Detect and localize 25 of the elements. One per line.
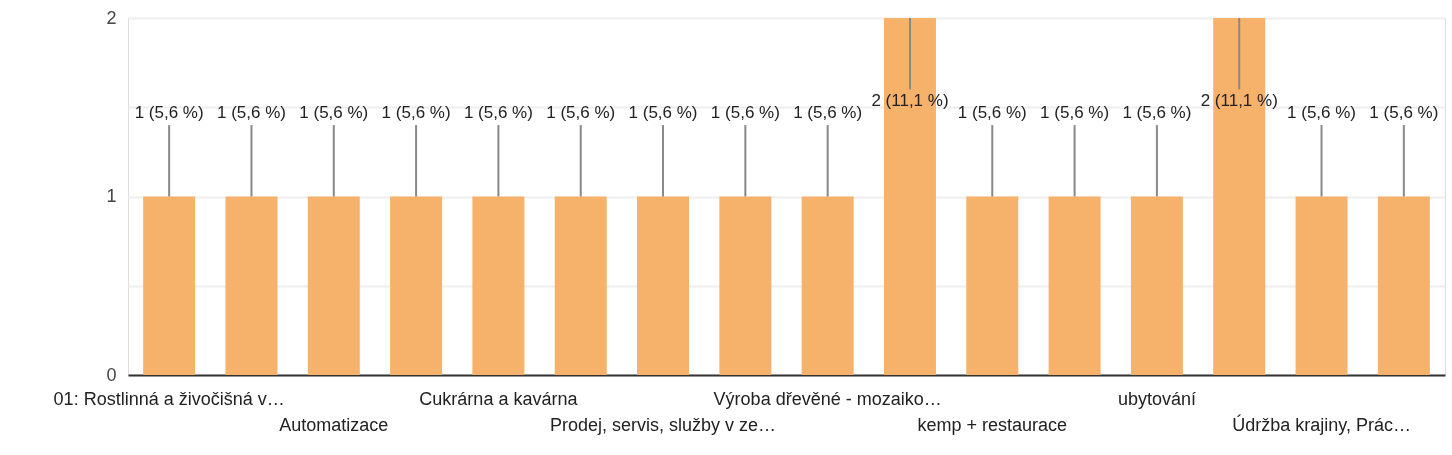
x-tick-label: Prodej, servis, služby v ze… xyxy=(549,415,777,435)
data-label: 1 (5,6 %) xyxy=(463,103,533,123)
data-label: 1 (5,6 %) xyxy=(957,103,1027,123)
x-tick-label: Cukrárna a kavárna xyxy=(419,389,579,409)
y-tick-label: 2 xyxy=(106,7,117,28)
x-tick-label: ubytování xyxy=(1117,389,1196,409)
x-tick-label: kemp + restaurace xyxy=(917,415,1068,435)
data-label: 1 (5,6 %) xyxy=(1287,103,1357,123)
data-label: 1 (5,6 %) xyxy=(710,103,780,123)
data-label: 1 (5,6 %) xyxy=(134,103,204,123)
x-tick-label: Automatizace xyxy=(279,415,389,435)
y-tick-label: 1 xyxy=(106,186,117,206)
data-label: 1 (5,6 %) xyxy=(793,103,863,123)
x-tick-label: Výroba dřevěné - mozaiko… xyxy=(713,389,942,409)
data-label: 1 (5,6 %) xyxy=(546,103,616,123)
x-tick-label: Údržba krajiny, Prác… xyxy=(1232,414,1411,435)
data-label: 1 (5,6 %) xyxy=(299,103,369,123)
y-tick-label: 0 xyxy=(106,364,117,385)
data-label: 1 (5,6 %) xyxy=(216,103,286,123)
data-label: 1 (5,6 %) xyxy=(628,103,698,123)
data-label: 1 (5,6 %) xyxy=(1040,103,1110,123)
data-label: 1 (5,6 %) xyxy=(1122,103,1192,123)
data-label: 1 (5,6 %) xyxy=(381,103,451,123)
data-label: 1 (5,6 %) xyxy=(1369,103,1439,123)
x-tick-label: 01: Rostlinná a živočišná v… xyxy=(53,389,285,409)
